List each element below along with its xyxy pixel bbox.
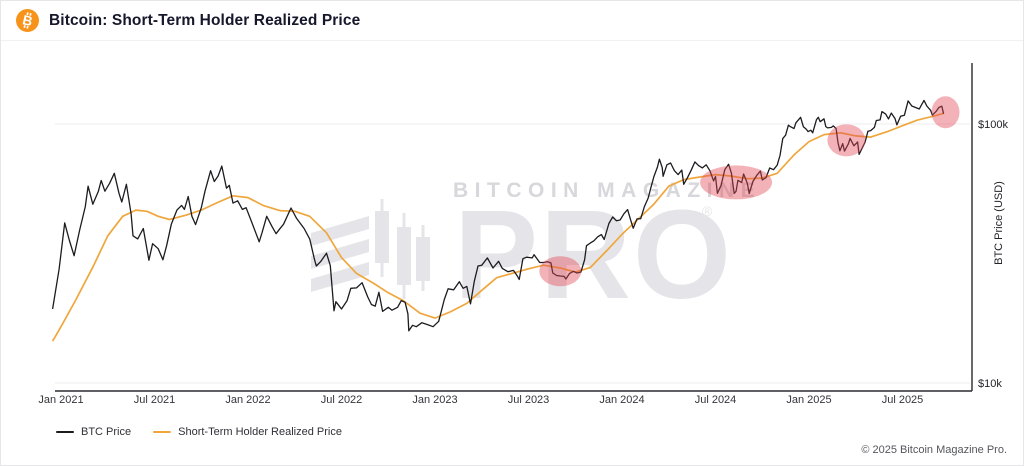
x-tick-label: Jul 2021 <box>134 394 176 406</box>
legend-label-sth: Short-Term Holder Realized Price <box>178 426 342 438</box>
x-tick-label: Jul 2024 <box>695 394 737 406</box>
copyright: © 2025 Bitcoin Magazine Pro. <box>861 444 1007 456</box>
x-tick-label: Jan 2021 <box>38 394 83 406</box>
y-tick-label: $10k <box>978 378 1002 390</box>
legend-label-btc: BTC Price <box>81 426 132 438</box>
x-tick-label: Jan 2023 <box>412 394 457 406</box>
watermark-candle-body <box>416 237 430 281</box>
watermark-line2: PRO <box>454 184 733 325</box>
highlight-ellipse <box>539 256 582 287</box>
btc-line-swatch <box>56 431 74 433</box>
legend-item-btc-price[interactable]: BTC Price <box>56 426 131 438</box>
x-tick-label: Jul 2023 <box>508 394 550 406</box>
highlight-ellipse <box>827 124 866 157</box>
watermark-candle-body <box>397 227 411 285</box>
bitcoin-logo-icon: B <box>16 9 39 32</box>
watermark-logo-bar <box>311 216 369 246</box>
x-tick-label: Jan 2024 <box>599 394 644 406</box>
x-tick-label: Jul 2022 <box>321 394 363 406</box>
highlight-ellipse <box>931 96 960 129</box>
page-title: Bitcoin: Short-Term Holder Realized Pric… <box>49 11 361 29</box>
sth-line-swatch <box>153 431 172 433</box>
x-tick-label: Jan 2022 <box>225 394 270 406</box>
watermark-logo-bar <box>311 262 369 292</box>
svg-text:B: B <box>21 12 34 29</box>
y-axis-title: BTC Price (USD) <box>993 181 1005 265</box>
y-tick-label: $100k <box>978 119 1008 131</box>
watermark-registered-icon: ® <box>702 203 713 219</box>
legend-item-sth-realized-price[interactable]: Short-Term Holder Realized Price <box>153 426 342 438</box>
watermark-line1: BITCOIN MAGAZINE <box>453 179 761 202</box>
watermark-candle-body <box>375 211 389 263</box>
legend: BTC Price Short-Term Holder Realized Pri… <box>56 426 342 438</box>
x-tick-label: Jan 2025 <box>786 394 831 406</box>
highlight-ellipse <box>700 165 773 200</box>
sth-realized-price-line <box>51 112 944 342</box>
x-tick-label: Jul 2025 <box>882 394 924 406</box>
header: B Bitcoin: Short-Term Holder Realized Pr… <box>1 1 1023 41</box>
btc-price-line <box>51 99 945 332</box>
